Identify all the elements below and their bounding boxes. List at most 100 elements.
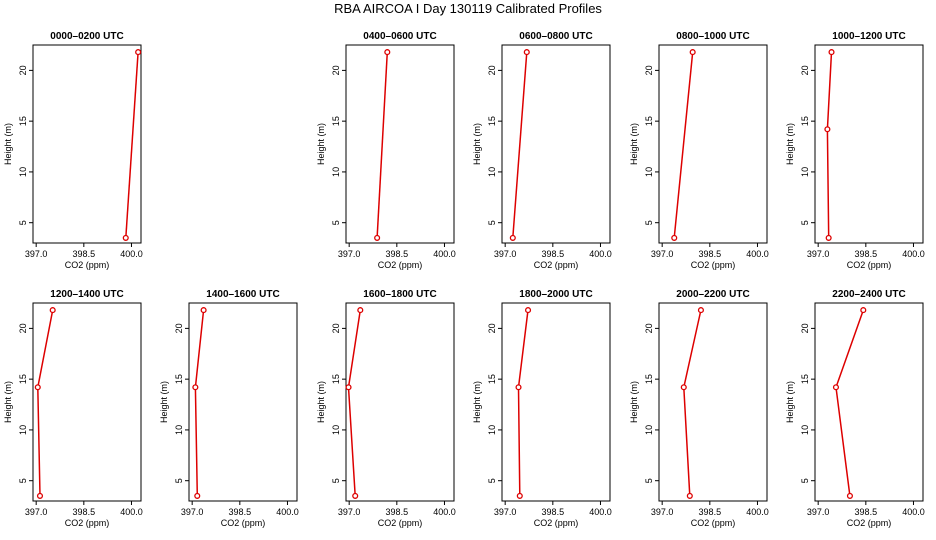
data-point	[828, 49, 835, 56]
x-tick-label: 398.5	[386, 507, 409, 517]
y-axis-label: Height (m)	[629, 123, 639, 165]
y-tick-label: 10	[331, 425, 341, 435]
y-axis-label: Height (m)	[629, 381, 639, 423]
plot-frame	[501, 44, 611, 244]
plot-frame	[32, 302, 142, 502]
data-point	[194, 492, 201, 499]
y-tick-label: 20	[331, 65, 341, 75]
plot-frame	[345, 44, 455, 244]
data-point	[846, 492, 853, 499]
data-point	[200, 307, 207, 314]
y-tick-label: 5	[174, 478, 184, 483]
x-axis-label: CO2 (ppm)	[534, 260, 579, 270]
y-tick-label: 20	[18, 323, 28, 333]
y-tick-label: 5	[18, 478, 28, 483]
x-tick-label: 397.0	[338, 507, 361, 517]
y-axis-label: Height (m)	[316, 123, 326, 165]
plot-frame	[658, 44, 768, 244]
data-point	[832, 384, 840, 391]
data-point	[357, 307, 364, 314]
profile-line	[376, 52, 389, 238]
y-tick-label: 5	[331, 220, 341, 225]
x-tick-label: 400.0	[746, 507, 769, 517]
y-tick-label: 20	[644, 65, 654, 75]
panel-title: 2200–2400 UTC	[832, 289, 905, 300]
data-point	[352, 492, 359, 499]
x-tick-label: 400.0	[589, 249, 612, 259]
panel-title: 1800–2000 UTC	[519, 289, 592, 300]
data-point	[524, 307, 532, 314]
data-point	[122, 234, 129, 241]
profile-line	[826, 52, 833, 238]
x-axis-label: CO2 (ppm)	[691, 518, 736, 528]
plot-frame	[345, 302, 455, 502]
data-point	[523, 49, 530, 56]
data-point	[680, 384, 687, 391]
panel-title: 0400–0600 UTC	[363, 31, 436, 42]
y-tick-label: 15	[331, 374, 341, 384]
profile-line	[194, 310, 205, 496]
y-axis-label: Height (m)	[159, 381, 169, 423]
x-axis-label: CO2 (ppm)	[847, 518, 892, 528]
y-tick-label: 10	[18, 425, 28, 435]
x-axis-label: CO2 (ppm)	[847, 260, 892, 270]
plot-frame	[188, 302, 298, 502]
plot-frame	[658, 302, 768, 502]
y-tick-label: 10	[800, 167, 810, 177]
x-tick-label: 400.0	[276, 507, 299, 517]
x-tick-label: 400.0	[902, 507, 925, 517]
panel-title: 1600–1800 UTC	[363, 289, 436, 300]
x-tick-label: 397.0	[338, 249, 361, 259]
data-point	[825, 234, 832, 241]
data-point	[49, 307, 56, 314]
x-tick-label: 397.0	[651, 507, 674, 517]
data-point	[671, 234, 678, 241]
profile-line	[347, 309, 362, 496]
y-tick-label: 5	[18, 220, 28, 225]
data-point	[192, 384, 199, 391]
data-point	[384, 49, 391, 56]
x-tick-label: 397.0	[651, 249, 674, 259]
x-tick-label: 398.5	[386, 249, 409, 259]
data-point	[516, 492, 523, 499]
x-tick-label: 400.0	[902, 249, 925, 259]
x-tick-label: 397.0	[494, 507, 517, 517]
y-tick-label: 15	[18, 374, 28, 384]
x-axis-label: CO2 (ppm)	[534, 518, 579, 528]
profile-line	[517, 310, 529, 496]
y-tick-label: 15	[800, 374, 810, 384]
data-point	[36, 492, 44, 499]
x-axis-label: CO2 (ppm)	[691, 260, 736, 270]
panel-title: 1400–1600 UTC	[206, 289, 279, 300]
y-tick-label: 5	[800, 220, 810, 225]
y-tick-label: 5	[644, 478, 654, 483]
y-tick-label: 15	[487, 116, 497, 126]
x-tick-label: 398.5	[699, 249, 722, 259]
y-tick-label: 5	[800, 478, 810, 483]
y-tick-label: 20	[644, 323, 654, 333]
x-tick-label: 398.5	[73, 249, 96, 259]
y-axis-label: Height (m)	[3, 381, 13, 423]
x-tick-label: 398.5	[229, 507, 252, 517]
y-tick-label: 20	[487, 323, 497, 333]
data-point	[135, 49, 142, 56]
x-axis-label: CO2 (ppm)	[65, 518, 110, 528]
x-tick-label: 398.5	[855, 507, 878, 517]
y-axis-label: Height (m)	[785, 123, 795, 165]
profile-line	[683, 309, 702, 496]
data-point	[689, 49, 696, 56]
x-tick-label: 398.5	[855, 249, 878, 259]
data-point	[515, 384, 522, 391]
data-point	[697, 307, 704, 314]
y-tick-label: 20	[800, 323, 810, 333]
x-tick-label: 398.5	[699, 507, 722, 517]
data-point	[509, 234, 516, 241]
plot-frame	[814, 44, 924, 244]
y-tick-label: 10	[487, 425, 497, 435]
data-point	[824, 126, 831, 133]
panel-title: 1200–1400 UTC	[50, 289, 123, 300]
y-tick-label: 10	[800, 425, 810, 435]
profile-line	[835, 309, 865, 496]
profile-line	[37, 309, 54, 496]
